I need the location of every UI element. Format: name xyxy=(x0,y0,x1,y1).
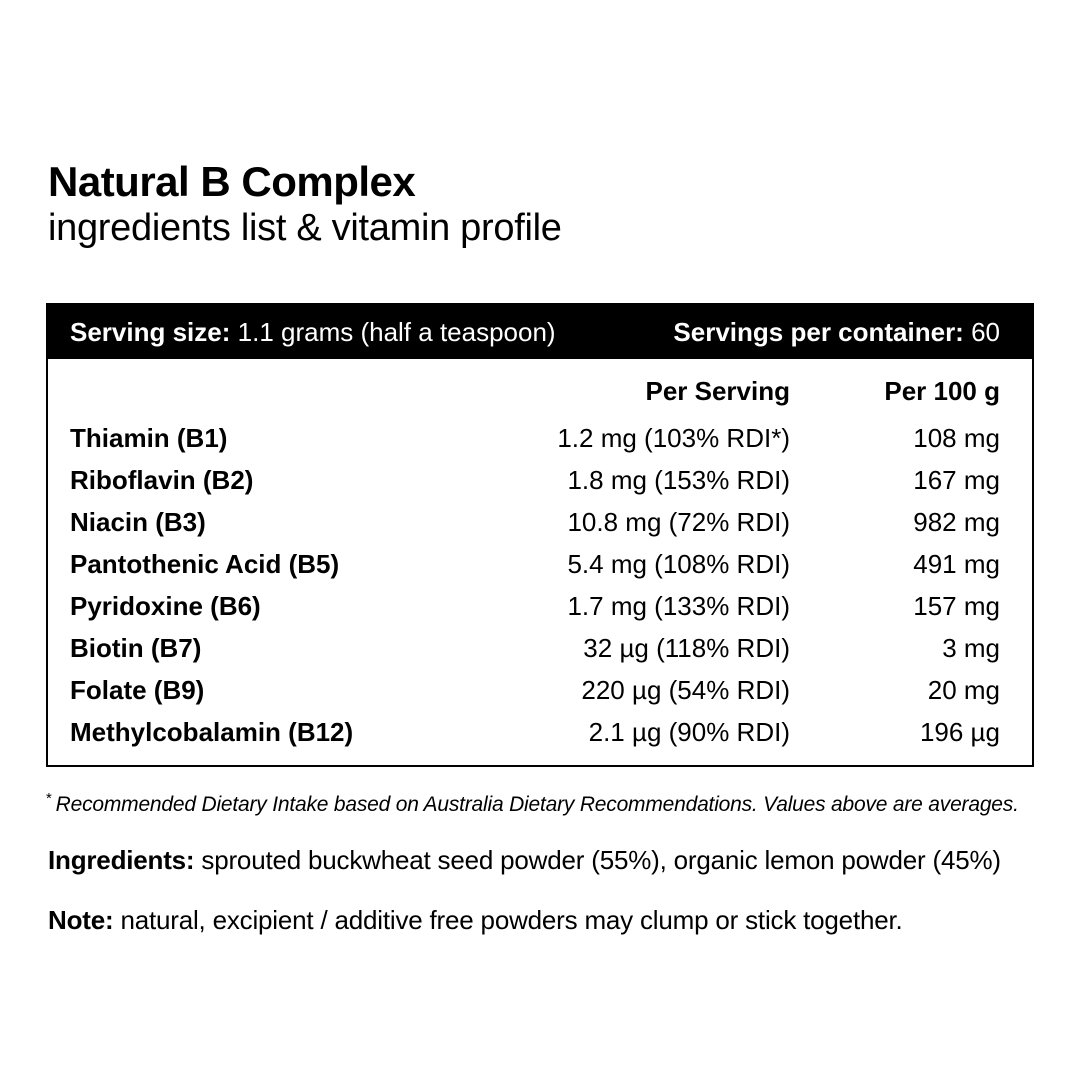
note-label: Note: xyxy=(48,905,114,935)
vitamin-table-rows: Thiamin (B1) 1.2 mg (103% RDI*) 108 mg Ribo… xyxy=(70,417,1000,753)
note-text: natural, excipient / additive free powde… xyxy=(113,905,903,935)
table-row: Biotin (B7) 32 µg (118% RDI) 3 mg xyxy=(70,627,1000,669)
serving-size: Serving size: 1.1 grams (half a teaspoon… xyxy=(70,317,556,348)
per-100g-value: 3 mg xyxy=(942,632,1000,663)
vitamin-name: Riboflavin (B2) xyxy=(70,464,254,495)
ingredients-text: sprouted buckwheat seed powder (55%), or… xyxy=(194,845,1001,875)
table-row: Riboflavin (B2) 1.8 mg (153% RDI) 167 mg xyxy=(70,459,1000,501)
footnote-text: Recommended Dietary Intake based on Aust… xyxy=(55,793,1019,816)
per-serving-value: 1.2 mg (103% RDI*) xyxy=(557,422,790,453)
servings-per-container-label: Servings per container: xyxy=(673,316,964,347)
per-100g-value: 157 mg xyxy=(913,590,1000,621)
table-row: Niacin (B3) 10.8 mg (72% RDI) 982 mg xyxy=(70,501,1000,543)
per-serving-value: 1.7 mg (133% RDI) xyxy=(567,590,790,621)
page-subtitle: ingredients list & vitamin profile xyxy=(48,207,562,249)
nutrition-panel: Serving size: 1.1 grams (half a teaspoon… xyxy=(46,303,1034,767)
rdi-footnote: * Recommended Dietary Intake based on Aus… xyxy=(46,790,1019,817)
ingredients-label: Ingredients: xyxy=(48,845,195,875)
page-title: Natural B Complex xyxy=(48,158,416,205)
vitamin-name: Pantothenic Acid (B5) xyxy=(70,548,340,579)
table-header-row: Per Serving Per 100 g xyxy=(70,375,1000,407)
note-line: Note: natural, excipient / additive free… xyxy=(48,905,903,936)
footnote-asterisk: * xyxy=(46,790,52,807)
servings-per-container: Servings per container: 60 xyxy=(673,317,1000,348)
per-serving-value: 2.1 µg (90% RDI) xyxy=(588,716,790,747)
per-serving-value: 10.8 mg (72% RDI) xyxy=(567,506,790,537)
per-100g-value: 20 mg xyxy=(927,674,1000,705)
per-serving-value: 32 µg (118% RDI) xyxy=(583,632,790,663)
vitamin-table: Per Serving Per 100 g Thiamin (B1) 1.2 mg… xyxy=(48,359,1032,765)
per-serving-header: Per Serving xyxy=(645,375,790,406)
serving-size-value: 1.1 grams (half a teaspoon) xyxy=(230,316,556,347)
per-serving-value: 220 µg (54% RDI) xyxy=(581,674,790,705)
table-row: Pyridoxine (B6) 1.7 mg (133% RDI) 157 mg xyxy=(70,585,1000,627)
servings-per-container-value: 60 xyxy=(963,316,1000,347)
per-100g-value: 108 mg xyxy=(913,422,1000,453)
serving-size-label: Serving size: xyxy=(70,316,231,347)
per-100g-value: 196 µg xyxy=(919,716,1000,747)
vitamin-name: Niacin (B3) xyxy=(70,506,206,537)
per-100g-value: 491 mg xyxy=(913,548,1000,579)
vitamin-name: Thiamin (B1) xyxy=(70,422,228,453)
per-100g-header: Per 100 g xyxy=(884,375,1000,406)
ingredients-line: Ingredients: sprouted buckwheat seed pow… xyxy=(48,845,1001,876)
table-row: Thiamin (B1) 1.2 mg (103% RDI*) 108 mg xyxy=(70,417,1000,459)
per-serving-value: 1.8 mg (153% RDI) xyxy=(567,464,790,495)
per-serving-value: 5.4 mg (108% RDI) xyxy=(567,548,790,579)
per-100g-value: 982 mg xyxy=(913,506,1000,537)
table-row: Methylcobalamin (B12) 2.1 µg (90% RDI) 196… xyxy=(70,711,1000,753)
serving-info-bar: Serving size: 1.1 grams (half a teaspoon… xyxy=(48,305,1032,359)
vitamin-name: Methylcobalamin (B12) xyxy=(70,716,354,747)
vitamin-name: Pyridoxine (B6) xyxy=(70,590,261,621)
vitamin-name: Folate (B9) xyxy=(70,674,205,705)
table-row: Folate (B9) 220 µg (54% RDI) 20 mg xyxy=(70,669,1000,711)
table-row: Pantothenic Acid (B5) 5.4 mg (108% RDI) 49… xyxy=(70,543,1000,585)
per-100g-value: 167 mg xyxy=(913,464,1000,495)
vitamin-name: Biotin (B7) xyxy=(70,632,202,663)
